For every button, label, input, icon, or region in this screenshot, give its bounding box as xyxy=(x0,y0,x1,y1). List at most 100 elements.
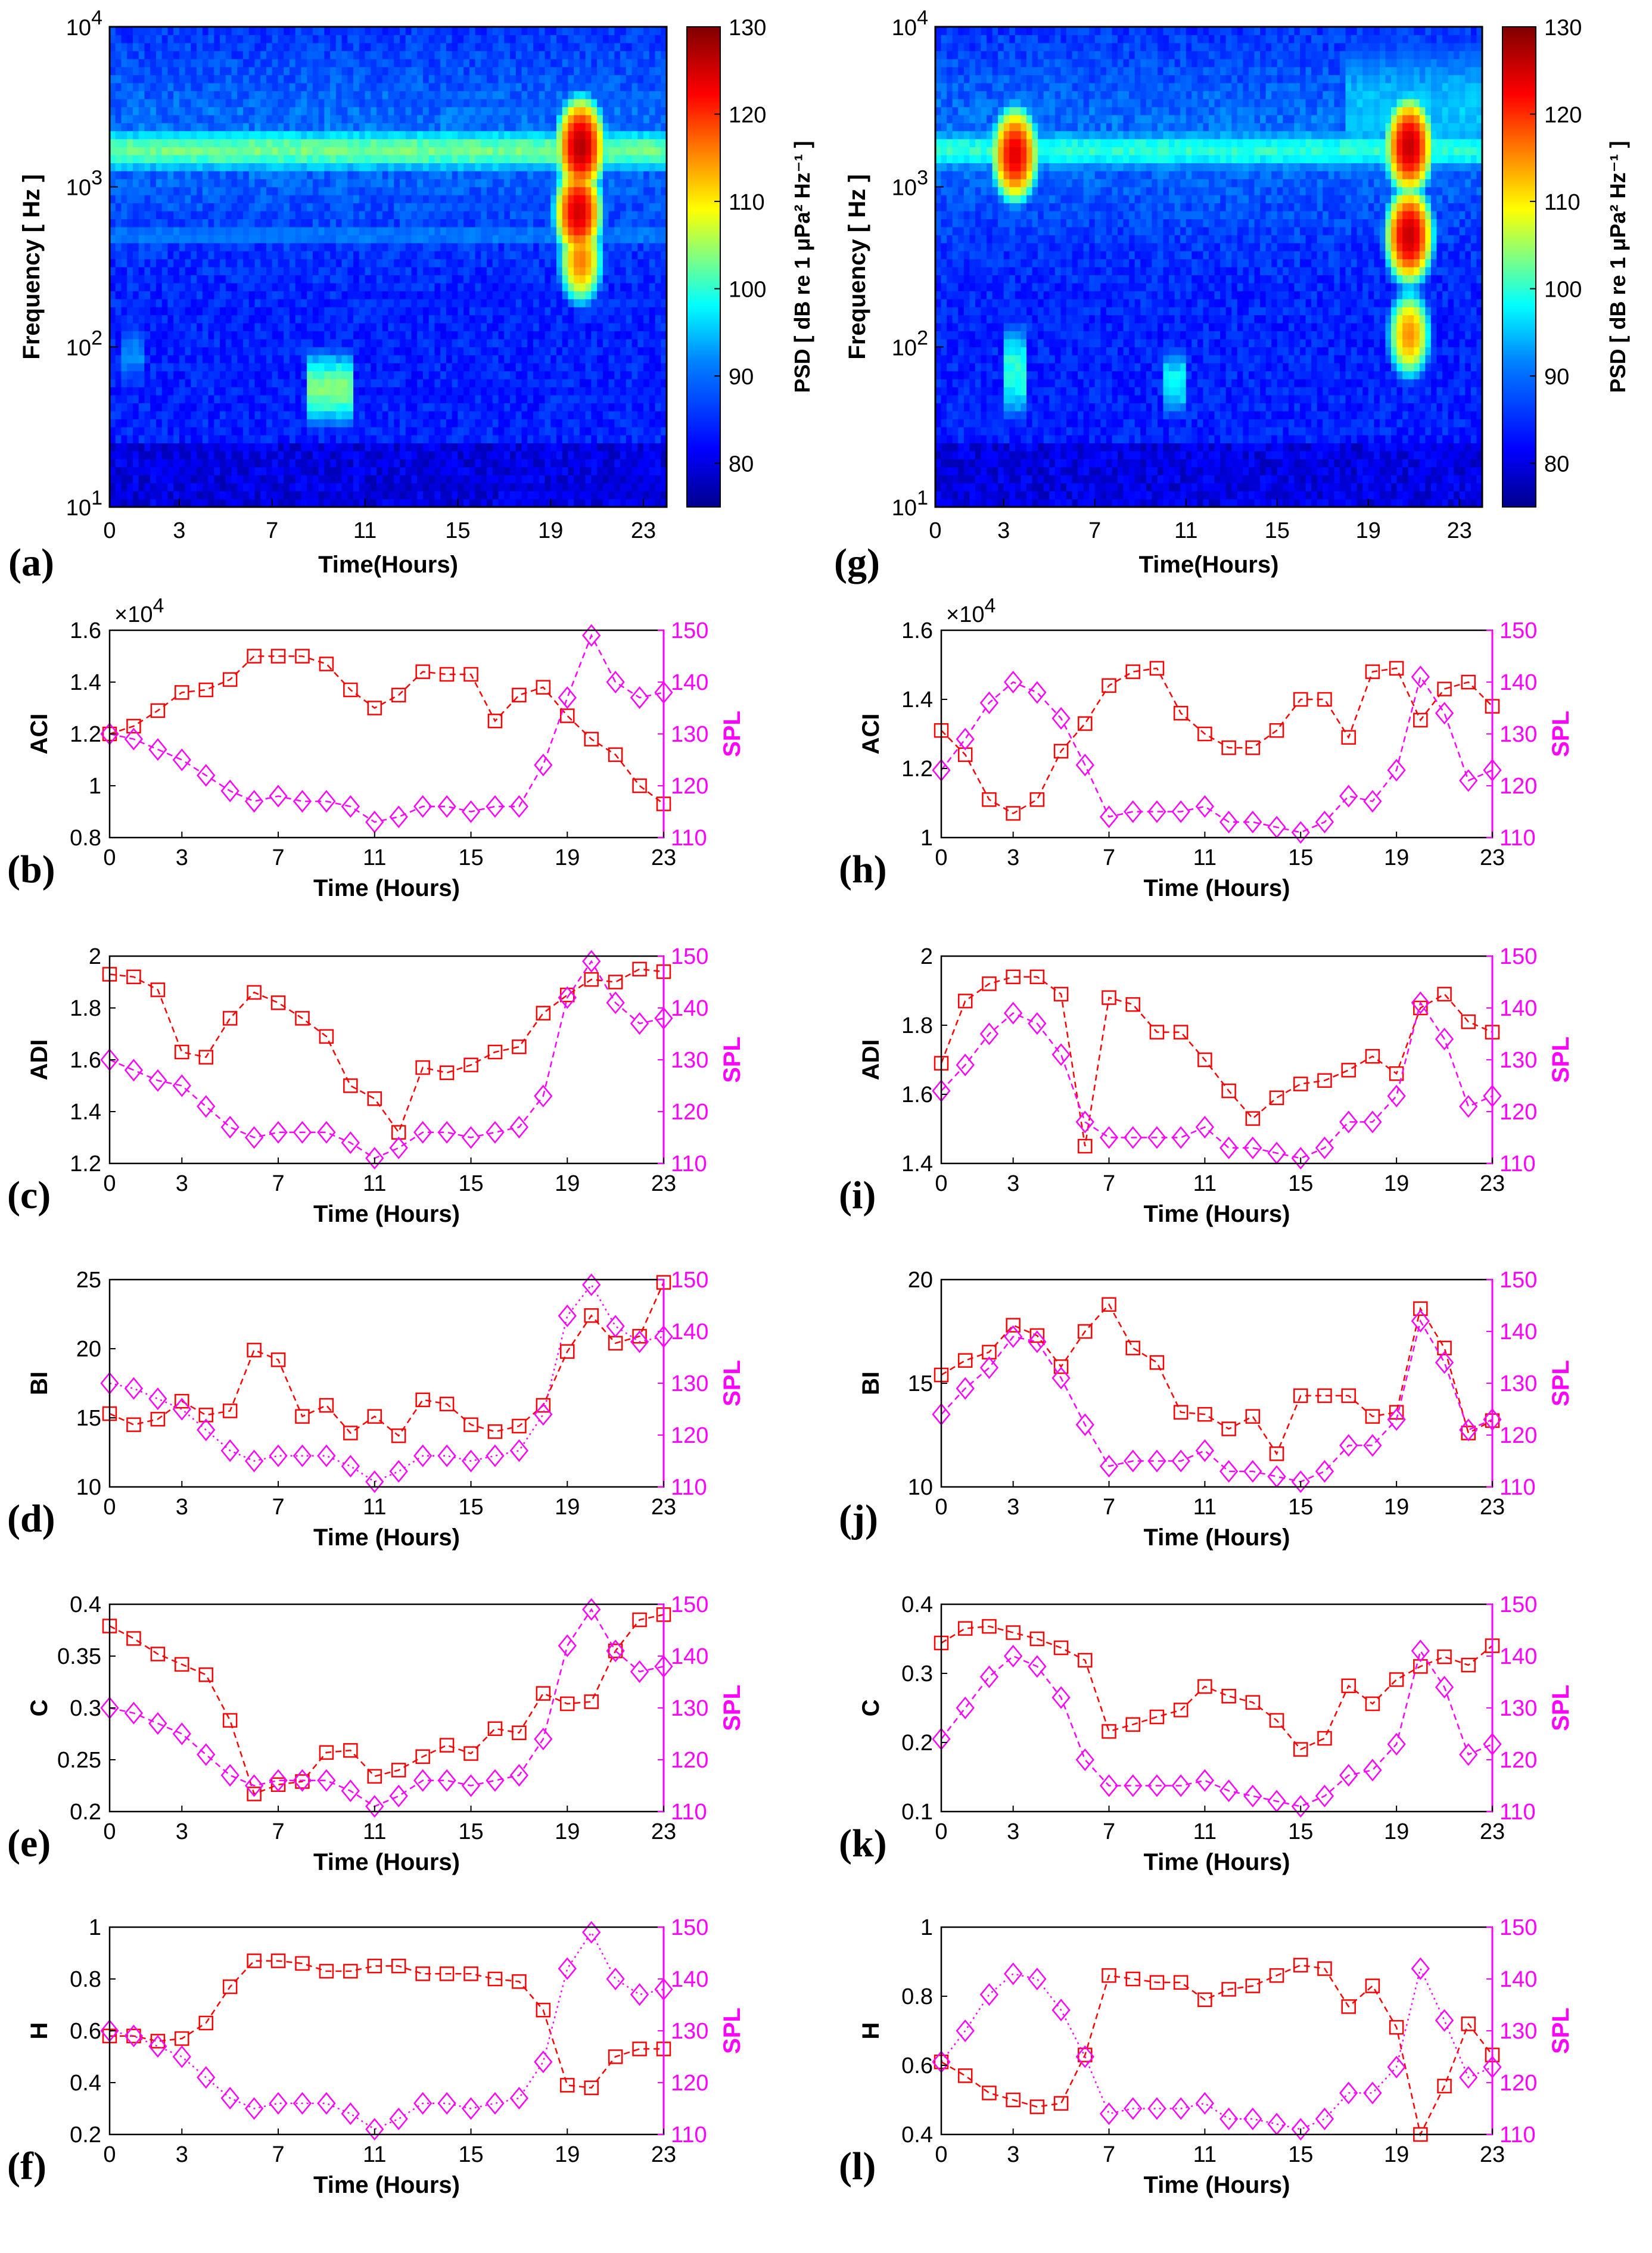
spectrogram-cell xyxy=(422,42,430,51)
spectrogram-cell xyxy=(278,298,284,307)
spectrogram-cell xyxy=(377,35,383,43)
spectrogram-cell xyxy=(521,483,528,491)
spectrogram-cell xyxy=(417,251,424,260)
spectrogram-cell xyxy=(278,163,284,172)
spectrogram-cell xyxy=(202,267,209,276)
spectrogram-cell xyxy=(371,154,377,163)
spectrogram-cell xyxy=(225,282,232,291)
spectrogram-cell xyxy=(191,499,197,508)
spectrogram-cell xyxy=(173,27,180,36)
spectrogram-cell xyxy=(428,139,435,148)
spectrogram-cell xyxy=(434,130,441,139)
spectrogram-cell xyxy=(185,195,191,204)
spectrogram-cell xyxy=(545,291,551,300)
spectrogram-cell xyxy=(335,98,343,107)
spectrogram-cell xyxy=(138,186,145,195)
spectrogram-cell xyxy=(312,242,319,251)
spectrogram-cell xyxy=(492,267,499,276)
spectrogram-cell xyxy=(284,379,290,388)
spectrogram-cell xyxy=(115,251,122,260)
spectrogram-cell xyxy=(371,387,377,396)
spectrogram-cell xyxy=(562,354,569,363)
spectrogram-cell xyxy=(272,267,279,276)
spectrogram-cell xyxy=(458,98,464,107)
spectrogram-cell xyxy=(150,347,157,356)
spectrogram-cell xyxy=(365,435,371,444)
spectrogram-cell xyxy=(161,379,168,388)
spectrogram-cell xyxy=(475,114,481,123)
spectrogram-cell xyxy=(463,483,470,491)
spectrogram-cell xyxy=(254,179,261,188)
spectrogram-cell xyxy=(585,235,592,244)
spectrogram-cell xyxy=(312,450,319,459)
spectrogram-cell xyxy=(481,435,487,444)
spectrogram-cell xyxy=(492,338,499,347)
spectrogram-cell xyxy=(243,179,250,188)
spectrogram-cell xyxy=(278,51,284,60)
spectrogram-cell xyxy=(324,42,331,51)
spectrogram-cell xyxy=(295,91,302,99)
spectrogram-cell xyxy=(405,114,412,123)
spectrogram-cell xyxy=(585,450,592,459)
spectrogram-cell xyxy=(458,459,464,468)
spectrogram-cell xyxy=(527,427,534,435)
spectrogram-cell xyxy=(411,363,418,372)
spectrogram-cell xyxy=(260,242,267,251)
spectrogram-cell xyxy=(550,347,557,356)
spectrogram-cell xyxy=(307,371,313,379)
spectrogram-cell xyxy=(295,483,302,491)
spectrogram-cell xyxy=(382,443,389,452)
spectrogram-cell xyxy=(417,130,424,139)
spectrogram-cell xyxy=(458,267,464,276)
spectrogram-cell xyxy=(487,123,493,132)
spectrogram-cell xyxy=(446,98,453,107)
spectrogram-cell xyxy=(278,83,284,92)
spectrogram-cell xyxy=(179,307,186,316)
spectrogram-cell xyxy=(469,275,476,284)
spectrogram-cell xyxy=(359,107,366,116)
spectrogram-cell xyxy=(411,242,418,251)
spectrogram-cell xyxy=(417,114,424,123)
spectrogram-cell xyxy=(458,491,464,500)
spectrogram-cell xyxy=(167,291,174,300)
spectrogram-cell xyxy=(487,282,493,291)
spectrogram-cell xyxy=(533,147,540,155)
spectrogram-cell xyxy=(365,354,371,363)
spectrogram-cell xyxy=(568,379,574,388)
spectrogram-cell xyxy=(394,282,400,291)
spectrogram-cell xyxy=(533,387,540,396)
spectrogram-cell xyxy=(440,35,447,43)
spectrogram-cell xyxy=(248,459,256,468)
spectrogram-cell xyxy=(208,466,214,475)
spectrogram-cell xyxy=(498,371,505,379)
spectrogram-cell xyxy=(237,98,244,107)
spectrogram-cell xyxy=(324,491,331,500)
spectrogram-cell xyxy=(144,226,151,235)
spectrogram-cell xyxy=(382,475,389,484)
spectrogram-cell xyxy=(498,363,505,372)
spectrogram-cell xyxy=(191,363,197,372)
spectrogram-cell xyxy=(568,403,574,412)
spectrogram-cell xyxy=(434,491,441,500)
spectrogram-cell xyxy=(475,354,481,363)
spectrogram-cell xyxy=(312,259,319,267)
spectrogram-cell xyxy=(155,107,163,116)
spectrogram-cell xyxy=(330,251,337,260)
spectrogram-cell xyxy=(463,114,470,123)
spectrogram-cell xyxy=(260,163,267,172)
spectrogram-cell xyxy=(475,371,481,379)
spectrogram-cell xyxy=(371,379,377,388)
spectrogram-cell xyxy=(359,466,366,475)
spectrogram-cell xyxy=(585,403,592,412)
spectrogram-cell xyxy=(202,83,209,92)
spectrogram-cell xyxy=(144,139,151,148)
spectrogram-cell xyxy=(446,226,453,235)
spectrogram-cell xyxy=(161,83,168,92)
spectrogram-cell xyxy=(318,27,325,36)
spectrogram-cell xyxy=(161,435,168,444)
spectrogram-cell xyxy=(377,219,383,228)
spectrogram-cell xyxy=(155,91,163,99)
spectrogram-cell xyxy=(388,291,394,300)
spectrogram-cell xyxy=(556,51,563,60)
spectrogram-cell xyxy=(132,483,139,491)
